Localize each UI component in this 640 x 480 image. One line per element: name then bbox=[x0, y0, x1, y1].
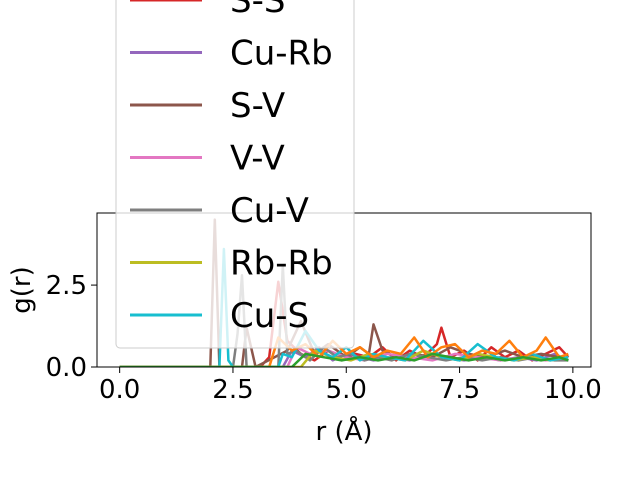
x-tick-label: 5.0 bbox=[326, 375, 367, 405]
legend-label-s-s: S-S bbox=[230, 0, 285, 21]
x-tick-label: 10.0 bbox=[544, 375, 602, 405]
legend-label-cu-v: Cu-V bbox=[230, 191, 309, 231]
y-tick-label: 0.0 bbox=[46, 353, 87, 383]
x-tick-label: 7.5 bbox=[439, 375, 480, 405]
y-axis-label: g(r) bbox=[7, 266, 37, 313]
legend-label-rb-rb: Rb-Rb bbox=[230, 244, 333, 284]
legend-label-cu-rb: Cu-Rb bbox=[230, 34, 333, 74]
x-axis-label: r (Å) bbox=[315, 415, 372, 447]
x-tick-label: 0.0 bbox=[99, 375, 140, 405]
series-line-unlabeled-8 bbox=[119, 352, 569, 367]
legend-entries: S-S Cu-Rb S-V V-V Cu-V Rb-Rb Cu-S bbox=[130, 0, 333, 336]
legend: S-S Cu-Rb S-V V-V Cu-V Rb-Rb Cu-S bbox=[115, 0, 355, 349]
legend-label-s-v: S-V bbox=[230, 86, 285, 126]
y-tick-label: 2.5 bbox=[46, 271, 87, 301]
y-ticks: 0.0 2.5 bbox=[46, 271, 97, 383]
legend-label-v-v: V-V bbox=[230, 139, 285, 179]
legend-label-cu-s: Cu-S bbox=[230, 296, 309, 336]
x-tick-label: 2.5 bbox=[212, 375, 253, 405]
series-line-cu-s bbox=[119, 247, 569, 367]
x-ticks: 0.0 2.5 5.0 7.5 10.0 bbox=[99, 367, 602, 405]
series-layer bbox=[119, 218, 570, 367]
legend-box bbox=[115, 0, 355, 349]
